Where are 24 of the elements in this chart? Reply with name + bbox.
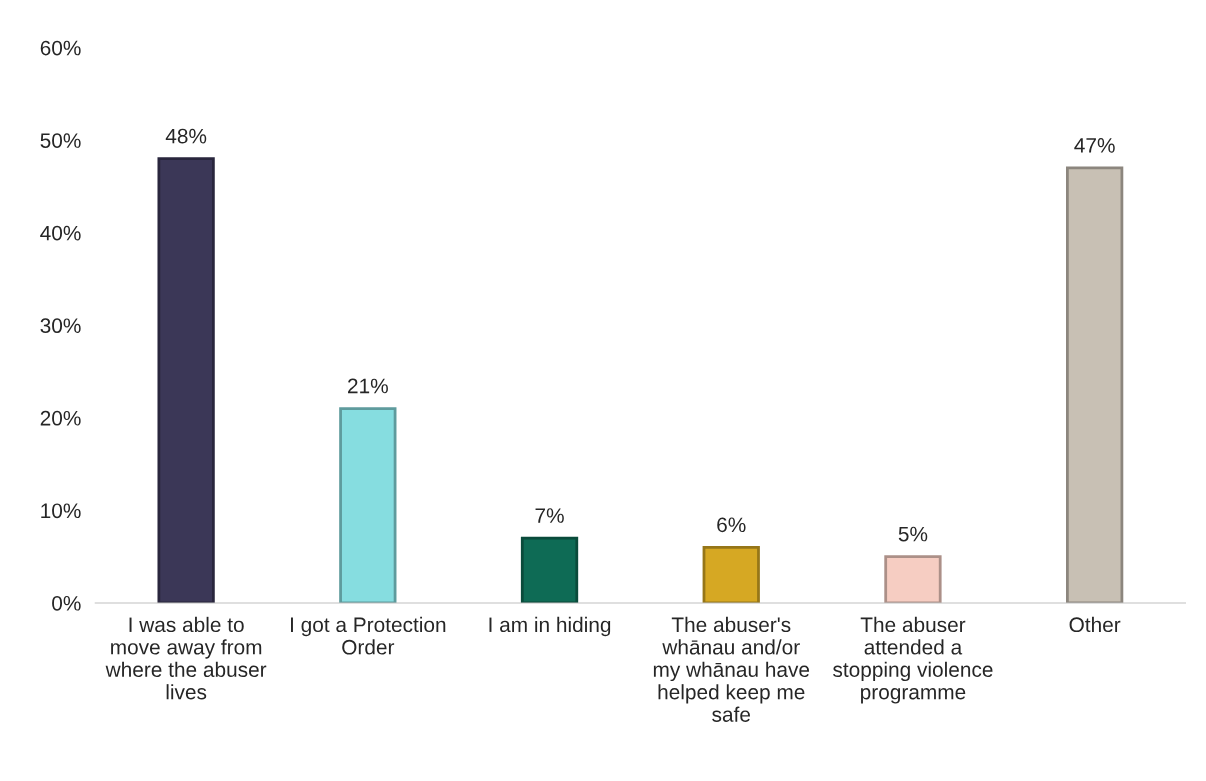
x-tick-label: Other — [1069, 616, 1121, 633]
x-tick-label: I am in hiding — [489, 616, 611, 637]
x-tick-label: I got a Protection Order — [291, 616, 446, 655]
data-label: 7% — [535, 508, 564, 523]
x-tick-label: The abuser's whānau and/or my whānau have helped keep me safe — [653, 616, 810, 722]
y-tick-label: 10% — [41, 503, 81, 519]
bar — [520, 536, 579, 603]
x-tick-label: The abuser attended a stopping violence programme — [833, 616, 993, 704]
y-tick-label: 50% — [40, 133, 81, 148]
bar — [339, 407, 397, 603]
y-tick-label: 30% — [40, 318, 81, 334]
y-tick-label: 20% — [40, 410, 81, 426]
bar — [157, 157, 215, 603]
bar — [702, 546, 760, 603]
y-tick-label: 60% — [40, 40, 81, 56]
bar — [884, 555, 942, 603]
data-label: 6% — [717, 517, 746, 533]
data-label: 5% — [898, 526, 928, 542]
data-label: 47% — [1074, 138, 1115, 153]
data-label: 48% — [165, 128, 207, 144]
data-label: 21% — [348, 378, 388, 394]
y-tick-label: 0% — [52, 595, 81, 611]
y-tick-label: 40% — [40, 225, 81, 241]
x-tick-label: I was able to move away from where the abuser lives — [105, 616, 267, 700]
